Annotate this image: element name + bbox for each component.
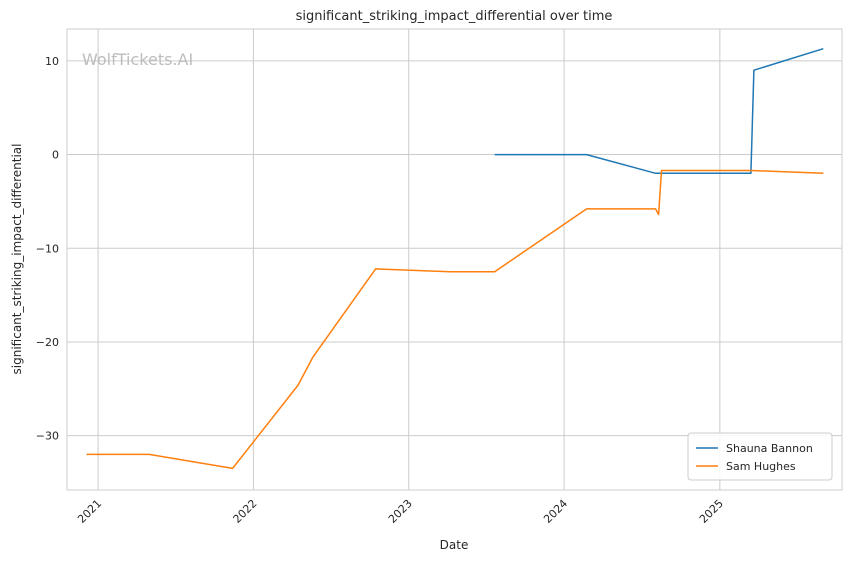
series-line-1 <box>494 47 824 175</box>
series-line-2 <box>86 169 824 470</box>
y-tick-label: 0 <box>52 149 59 162</box>
data-point <box>749 172 752 175</box>
data-point <box>752 69 755 72</box>
data-point <box>493 153 496 156</box>
data-point <box>822 47 825 50</box>
y-tick-labels: 10 0 −10 −20 −30 <box>36 55 59 443</box>
data-point <box>822 172 825 175</box>
legend-label: Sam Hughes <box>726 460 796 473</box>
data-point <box>311 355 314 358</box>
legend-label: Shauna Bannon <box>726 442 813 455</box>
legend: Shauna Bannon Sam Hughes <box>687 432 833 481</box>
data-point <box>654 172 657 175</box>
data-point <box>148 453 151 456</box>
y-axis-label: significant_striking_impact_differential <box>10 144 24 375</box>
chart-title: significant_striking_impact_differential… <box>296 9 613 24</box>
legend-box <box>687 432 833 481</box>
data-point <box>449 270 452 273</box>
data-point <box>660 169 663 172</box>
data-point <box>85 453 88 456</box>
y-tick-label: 10 <box>45 55 59 68</box>
plot-area-frame <box>66 28 843 491</box>
data-point <box>231 467 234 470</box>
data-point <box>654 207 657 210</box>
series-group <box>85 47 825 470</box>
data-point <box>493 270 496 273</box>
watermark: WolfTickets.AI <box>82 50 193 69</box>
y-tick-label: −20 <box>36 336 59 349</box>
y-tick-label: −30 <box>36 430 59 443</box>
x-axis-label: Date <box>440 538 469 552</box>
data-point <box>585 153 588 156</box>
data-point <box>585 207 588 210</box>
data-point <box>657 213 660 216</box>
y-tick-label: −10 <box>36 242 59 255</box>
data-point <box>297 384 300 387</box>
data-point <box>374 267 377 270</box>
data-point <box>749 169 752 172</box>
